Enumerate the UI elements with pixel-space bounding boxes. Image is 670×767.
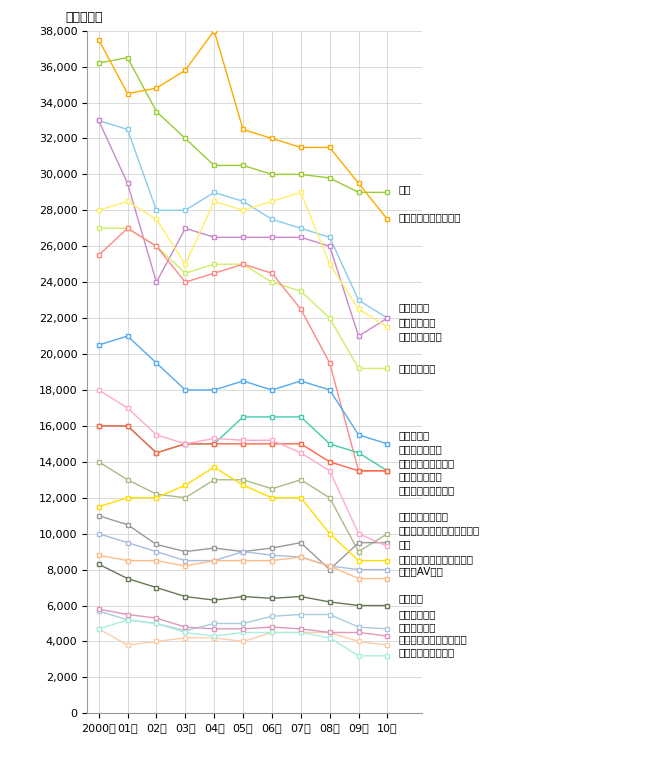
Text: 情報・通信: 情報・通信 <box>399 302 430 312</box>
Text: 飲料・嗜好品: 飲料・嗜好品 <box>399 317 436 327</box>
Text: 流通・小売業: 流通・小売業 <box>399 364 436 374</box>
Text: 家電・AV機器: 家電・AV機器 <box>399 566 444 576</box>
Text: 化粧品・トイレタリー: 化粧品・トイレタリー <box>399 212 462 222</box>
Text: 外食・各種サービス: 外食・各種サービス <box>399 459 455 469</box>
Text: 家庭用品: 家庭用品 <box>399 594 424 604</box>
Text: エネルギー・素材・機械: エネルギー・素材・機械 <box>399 634 468 644</box>
Text: ファッション・アクセサリー: ファッション・アクセサリー <box>399 525 480 535</box>
Text: 案内・その他: 案内・その他 <box>399 610 436 620</box>
Text: 自動車・関連品: 自動車・関連品 <box>399 471 443 481</box>
Text: 金融・保険: 金融・保険 <box>399 430 430 439</box>
Text: 趣味・スポーツ用品: 趣味・スポーツ用品 <box>399 486 455 495</box>
Text: 不動産・住宅設備: 不動産・住宅設備 <box>399 511 449 521</box>
Text: 官公庁・団体: 官公庁・団体 <box>399 622 436 632</box>
Y-axis label: （千万円）: （千万円） <box>65 11 103 24</box>
Text: 出版: 出版 <box>399 539 411 549</box>
Text: 交通・レジャー: 交通・レジャー <box>399 331 443 341</box>
Text: 教育・医療サービス・宗教: 教育・医療サービス・宗教 <box>399 554 474 564</box>
Text: 精密機器・事務用品: 精密機器・事務用品 <box>399 647 455 657</box>
Text: 食品: 食品 <box>399 184 411 194</box>
Text: 薬品・医療用品: 薬品・医療用品 <box>399 444 443 454</box>
